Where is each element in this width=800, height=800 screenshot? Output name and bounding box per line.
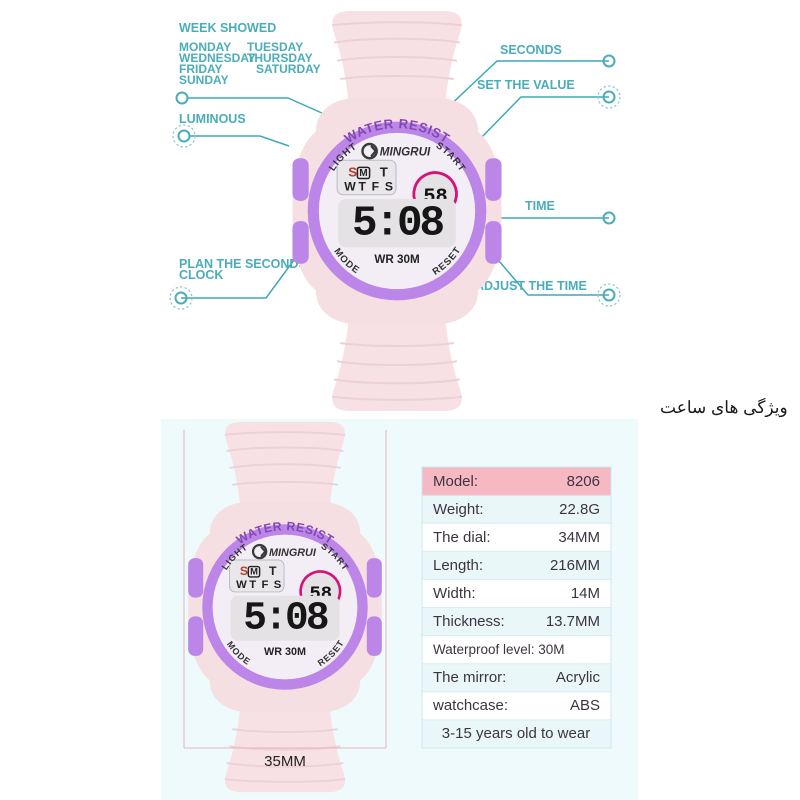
svg-text:Length:: Length:: [433, 557, 483, 574]
svg-text:Acrylic: Acrylic: [556, 669, 601, 686]
svg-text:LUMINOUS: LUMINOUS: [179, 112, 246, 126]
svg-text:ADJUST THE TIME: ADJUST THE TIME: [475, 279, 587, 293]
svg-text:WEEK SHOWED: WEEK SHOWED: [179, 21, 276, 35]
svg-text:The mirror:: The mirror:: [433, 669, 506, 686]
svg-text:13.7MM: 13.7MM: [546, 613, 600, 630]
svg-text:The dial:: The dial:: [433, 529, 491, 546]
svg-text:Thickness:: Thickness:: [433, 613, 505, 630]
svg-text:Weight:: Weight:: [433, 501, 484, 518]
svg-text:Waterproof level: 30M: Waterproof level: 30M: [433, 642, 565, 657]
svg-text:Model:: Model:: [433, 473, 478, 490]
svg-text:Width:: Width:: [433, 585, 476, 602]
svg-text:SUNDAY: SUNDAY: [179, 73, 229, 87]
svg-text:TIME: TIME: [525, 199, 555, 213]
svg-text:35MM: 35MM: [264, 753, 306, 770]
svg-text:216MM: 216MM: [550, 557, 600, 574]
svg-text:SATURDAY: SATURDAY: [256, 62, 321, 76]
svg-text:watchcase:: watchcase:: [432, 697, 508, 714]
svg-text:14M: 14M: [571, 585, 600, 602]
svg-text:34MM: 34MM: [558, 529, 600, 546]
svg-text:ویژگی های ساعت: ویژگی های ساعت: [660, 397, 788, 418]
svg-text:ABS: ABS: [570, 697, 600, 714]
svg-text:SECONDS: SECONDS: [500, 43, 562, 57]
svg-text:22.8G: 22.8G: [559, 501, 600, 518]
svg-text:3-15 years old to wear: 3-15 years old to wear: [442, 725, 590, 742]
svg-text:CLOCK: CLOCK: [179, 268, 223, 282]
svg-text:8206: 8206: [567, 473, 600, 490]
svg-text:SET THE VALUE: SET THE VALUE: [477, 78, 575, 92]
